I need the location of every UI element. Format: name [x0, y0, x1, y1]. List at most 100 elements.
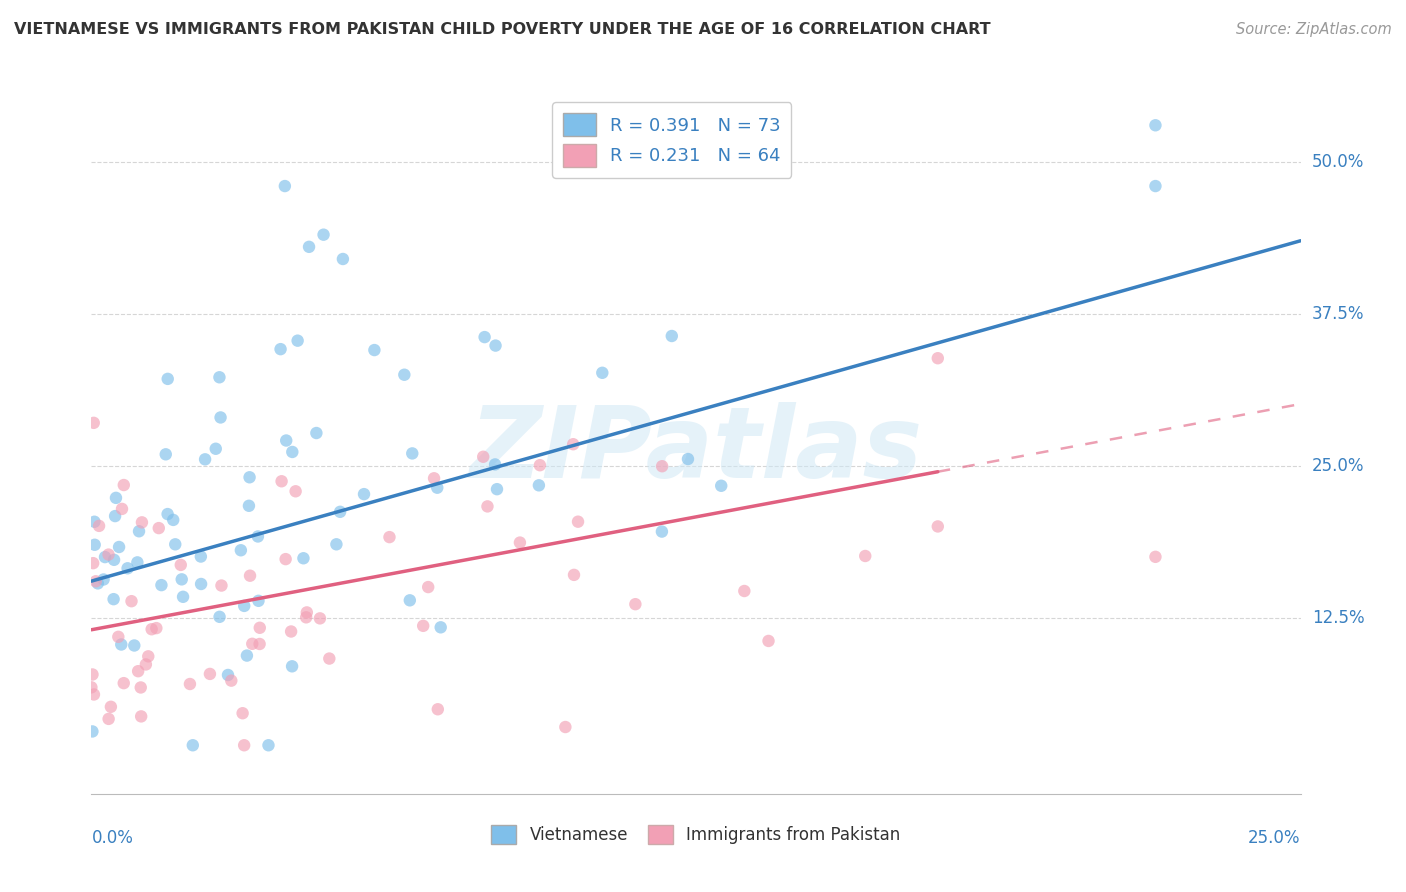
Point — [249, 621, 271, 635]
Point — [156, 507, 179, 521]
Point — [83, 515, 105, 529]
Text: 12.5%: 12.5% — [1312, 608, 1364, 626]
Point — [82, 667, 104, 681]
Point — [128, 524, 150, 539]
Point — [758, 634, 780, 648]
Point — [249, 637, 271, 651]
Point — [94, 550, 117, 565]
Point — [233, 599, 256, 613]
Point — [1144, 549, 1167, 564]
Point — [426, 702, 449, 716]
Point — [127, 664, 149, 678]
Point — [190, 549, 212, 564]
Point — [112, 478, 135, 492]
Point — [527, 478, 550, 492]
Point — [412, 619, 434, 633]
Point — [378, 530, 401, 544]
Point — [567, 515, 589, 529]
Point — [394, 368, 416, 382]
Point — [83, 416, 105, 430]
Point — [209, 410, 232, 425]
Point — [247, 594, 270, 608]
Point — [312, 227, 335, 242]
Point — [472, 450, 495, 464]
Text: 25.0%: 25.0% — [1249, 829, 1301, 847]
Point — [274, 552, 297, 566]
Point — [318, 651, 340, 665]
Point — [429, 620, 451, 634]
Point — [661, 329, 683, 343]
Point — [181, 738, 204, 752]
Point — [295, 610, 318, 624]
Point — [236, 648, 259, 663]
Point — [233, 738, 256, 752]
Point — [477, 500, 499, 514]
Point — [87, 576, 110, 591]
Point — [155, 447, 177, 461]
Point — [276, 434, 298, 448]
Text: VIETNAMESE VS IMMIGRANTS FROM PAKISTAN CHILD POVERTY UNDER THE AGE OF 16 CORRELA: VIETNAMESE VS IMMIGRANTS FROM PAKISTAN C… — [14, 22, 991, 37]
Point — [108, 540, 131, 554]
Point — [509, 535, 531, 549]
Text: 25.0%: 25.0% — [1312, 457, 1364, 475]
Point — [484, 458, 506, 472]
Point — [87, 519, 110, 533]
Point — [83, 688, 105, 702]
Point — [485, 482, 508, 496]
Point — [325, 537, 347, 551]
Point — [84, 574, 107, 589]
Point — [208, 610, 231, 624]
Point — [93, 573, 115, 587]
Point — [474, 330, 496, 344]
Point — [208, 370, 231, 384]
Point — [103, 592, 125, 607]
Point — [141, 622, 163, 636]
Point — [274, 179, 297, 194]
Point — [287, 334, 309, 348]
Point — [148, 521, 170, 535]
Point — [239, 568, 262, 582]
Point — [107, 630, 129, 644]
Text: 50.0%: 50.0% — [1312, 153, 1364, 170]
Point — [165, 537, 187, 551]
Point — [257, 738, 280, 752]
Point — [150, 578, 173, 592]
Point — [131, 516, 153, 530]
Point — [651, 459, 673, 474]
Point — [853, 549, 876, 563]
Point — [562, 437, 585, 451]
Point — [554, 720, 576, 734]
Point — [418, 580, 440, 594]
Point — [733, 584, 755, 599]
Point — [103, 553, 125, 567]
Point — [110, 638, 132, 652]
Point — [270, 475, 292, 489]
Point — [198, 667, 221, 681]
Point — [927, 519, 949, 533]
Point — [332, 252, 354, 266]
Point — [298, 240, 321, 254]
Point — [676, 452, 699, 467]
Point — [104, 491, 127, 505]
Point — [145, 621, 167, 635]
Point — [229, 543, 252, 558]
Point — [651, 524, 673, 539]
Point — [295, 606, 318, 620]
Point — [329, 505, 352, 519]
Point — [927, 351, 949, 366]
Point — [363, 343, 385, 357]
Point — [309, 611, 332, 625]
Point — [82, 556, 104, 570]
Point — [284, 484, 307, 499]
Point — [624, 597, 647, 611]
Point — [136, 649, 159, 664]
Point — [238, 499, 260, 513]
Point — [232, 706, 254, 721]
Point — [80, 681, 103, 695]
Point — [204, 442, 226, 456]
Point — [170, 572, 193, 586]
Point — [240, 637, 263, 651]
Point — [127, 555, 149, 569]
Point — [129, 709, 152, 723]
Point — [423, 471, 446, 485]
